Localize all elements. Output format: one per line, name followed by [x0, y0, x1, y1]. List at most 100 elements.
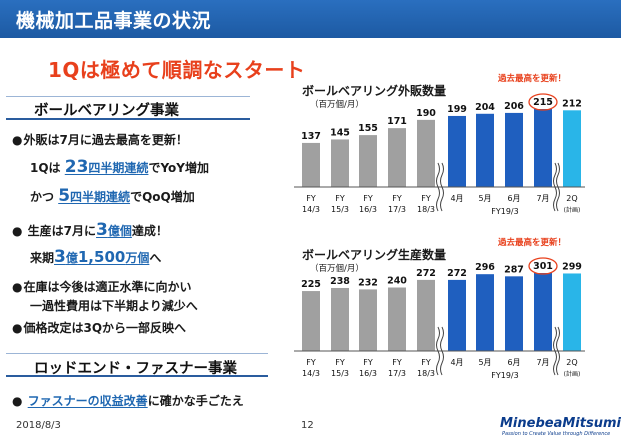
axis-break — [556, 162, 560, 212]
data-label: 287 — [504, 264, 524, 275]
bar — [534, 109, 552, 187]
section-bar-ball-bearing — [6, 96, 250, 120]
bar — [331, 287, 349, 351]
axis-break — [556, 326, 560, 376]
headline: 1Qは極めて順調なスタート — [48, 58, 306, 82]
data-label: 212 — [562, 98, 582, 109]
company-tagline: Passion to Create Value through Differen… — [502, 431, 611, 437]
tick-label: FY — [363, 358, 373, 367]
production-count: 3 — [96, 220, 108, 240]
chart-sales-title: ボールベアリング外販数量 — [302, 84, 447, 98]
tick-label: 17/3 — [388, 369, 406, 378]
page-title: 機械加工品事業の状況 — [16, 10, 212, 32]
record-circle — [528, 93, 558, 111]
next-year-prefix: 来期 — [30, 251, 55, 265]
tick-label: 4月 — [450, 194, 463, 203]
qoq-consecutive: 四半期連続 — [70, 190, 131, 204]
data-label: 301 — [533, 261, 553, 272]
bar — [563, 273, 581, 351]
bar — [563, 110, 581, 187]
tick-label: 17/3 — [388, 205, 406, 214]
chart-production-volume: 225 FY 14/3 238 FY 15/3 232 FY 16/3 240 FY 17/3 272 F… — [290, 238, 621, 436]
axis-break — [440, 162, 444, 212]
data-label: 190 — [416, 108, 436, 119]
production-prefix: 生産は7月に — [27, 224, 97, 238]
company-logo: MinebeaMitsumi — [500, 416, 621, 431]
bar — [505, 112, 523, 187]
bar — [534, 273, 552, 351]
data-label: 155 — [358, 123, 378, 134]
data-label: 238 — [330, 276, 350, 287]
tick-label: 6月 — [507, 358, 520, 367]
fastener-suffix: に確かな手ごたえ — [147, 394, 244, 408]
yoy-suffix: でYoY増加 — [148, 161, 209, 175]
axis-break — [436, 162, 440, 212]
tick-label: 18/3 — [417, 205, 435, 214]
tick-label: FY — [306, 194, 316, 203]
data-label: 215 — [533, 97, 553, 108]
tick-label: 7月 — [536, 358, 549, 367]
tick-label: FY — [392, 358, 402, 367]
bar — [448, 279, 466, 351]
next-year-unit2: 万個 — [125, 251, 150, 265]
axis-break — [436, 326, 440, 376]
bar — [417, 119, 435, 187]
data-label: 225 — [301, 279, 321, 290]
data-label: 240 — [387, 275, 407, 286]
header-bar: 機械加工品事業の状況 — [0, 0, 621, 38]
yoy-consecutive: 四半期連続 — [88, 161, 149, 175]
tick-label: 2Q — [566, 194, 577, 203]
chart-sales-unit: （百万個/月） — [310, 100, 364, 110]
qoq-prefix: かつ — [30, 190, 55, 204]
bullet-sales-record: 外販は7月に過去最高を更新！ — [12, 131, 187, 148]
tick-label: 5月 — [478, 358, 491, 367]
data-label: 145 — [330, 127, 350, 138]
next-year-line: 来期3億1,500万個へ — [30, 247, 161, 267]
tick-label: 4月 — [450, 358, 463, 367]
tick-label: 18/3 — [417, 369, 435, 378]
tick-label: FY — [335, 358, 345, 367]
fastener-improvement-link[interactable]: ファスナーの収益改善 — [27, 394, 148, 408]
bullet-fastener: ファスナーの収益改善に確かな手ごたえ — [12, 392, 244, 409]
data-label: 232 — [358, 277, 378, 288]
section-title-ball-bearing: ボールベアリング事業 — [34, 103, 179, 119]
chart-production-unit: （百万個/月） — [310, 264, 364, 274]
tick-label: 14/3 — [302, 205, 320, 214]
bullet-production: 生産は7月に3億個達成！ — [12, 220, 168, 240]
chart-production-title: ボールベアリング生産数量 — [302, 248, 447, 262]
tick-label: 2Q — [566, 358, 577, 367]
tick-label: 15/3 — [331, 205, 349, 214]
chart-sales-record-note: 過去最高を更新！ — [498, 74, 567, 84]
bar — [388, 128, 406, 187]
next-year-num1: 3 — [54, 247, 66, 267]
production-unit: 億個 — [107, 224, 132, 238]
plan-label: (計画) — [564, 370, 581, 378]
tick-label: 15/3 — [331, 369, 349, 378]
group-label: FY19/3 — [491, 207, 518, 216]
axis-break — [440, 326, 444, 376]
axis-break — [553, 162, 557, 212]
data-label: 171 — [387, 116, 407, 127]
data-label: 206 — [504, 101, 524, 112]
chart-sales-svg: 137 FY 14/3 145 FY 15/3 155 FY 16/3 171 FY 17/3 190 F… — [294, 93, 585, 216]
bar — [331, 139, 349, 187]
data-label: 272 — [416, 268, 436, 279]
tick-label: 16/3 — [359, 205, 377, 214]
bar — [302, 291, 320, 351]
record-circle — [528, 257, 558, 275]
section-title-rod-end: ロッドエンド・ファスナー事業 — [34, 361, 237, 377]
tick-label: 6月 — [507, 194, 520, 203]
footer-date: 2018/8/3 — [16, 420, 61, 431]
bar — [476, 274, 494, 351]
bar — [359, 135, 377, 187]
next-year-unit1: 億 — [65, 251, 78, 265]
tick-label: FY — [421, 358, 431, 367]
axis-break — [553, 326, 557, 376]
one-time-cost-line: 一過性費用は下半期より減少へ — [30, 299, 198, 313]
chart-production-svg: 225 FY 14/3 238 FY 15/3 232 FY 16/3 240 FY 17/3 272 F… — [294, 257, 585, 380]
tick-label: FY — [392, 194, 402, 203]
yoy-line: 1Qは 23四半期連続でYoY増加 — [30, 157, 209, 177]
data-label: 272 — [447, 268, 467, 279]
bar — [388, 287, 406, 351]
tick-label: FY — [363, 194, 373, 203]
